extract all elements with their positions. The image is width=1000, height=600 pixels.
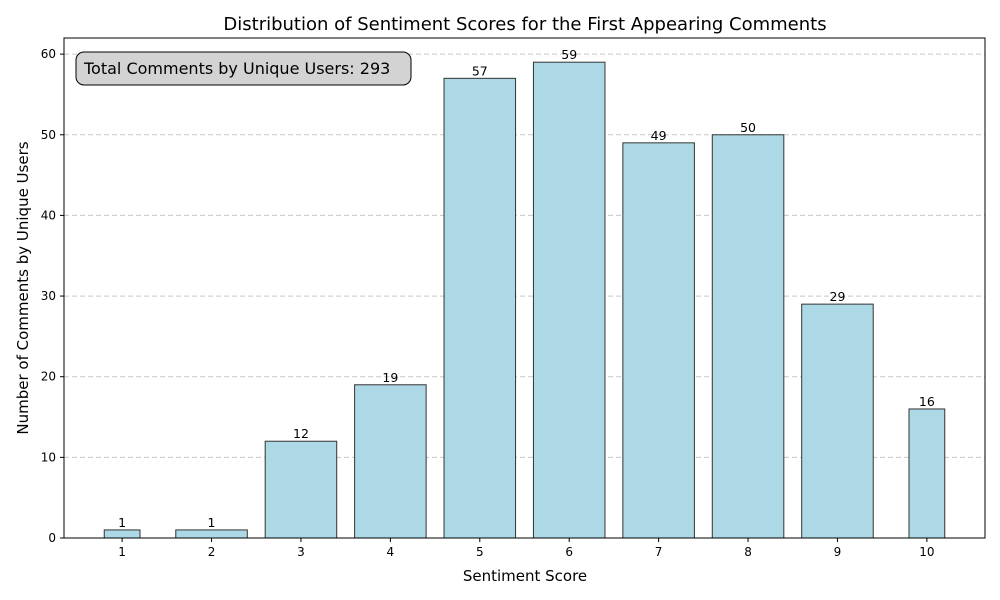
bar [103, 529, 141, 539]
bar-value-label: 29 [830, 289, 846, 304]
bar-value-label: 1 [118, 515, 126, 530]
bar-value-label: 57 [472, 63, 488, 78]
bar [711, 134, 785, 539]
chart-title: Distribution of Sentiment Scores for the… [223, 14, 826, 35]
axes [63, 37, 986, 539]
bar [354, 384, 427, 539]
x-axis-label: Sentiment Score [463, 567, 587, 585]
bar [175, 529, 248, 539]
y-tick-label: 0 [48, 531, 56, 545]
y-tick-label: 30 [41, 289, 56, 303]
x-tick-label: 10 [919, 545, 934, 559]
bar [908, 408, 946, 539]
x-tick-label: 8 [744, 545, 752, 559]
bar-value-label: 19 [382, 370, 398, 385]
bar [622, 142, 695, 539]
x-tick-label: 4 [387, 545, 395, 559]
x-tick-label: 2 [208, 545, 216, 559]
bar-value-label: 16 [919, 394, 935, 409]
x-axis-ticks: 1 2 3 4 5 6 7 8 9 10 [118, 538, 935, 559]
x-tick-label: 1 [118, 545, 126, 559]
y-tick-label: 40 [41, 208, 56, 222]
x-tick-label: 7 [655, 545, 663, 559]
annotation-text: Total Comments by Unique Users: 293 [83, 59, 390, 78]
annotation-box [75, 51, 412, 86]
x-tick-label: 3 [297, 545, 305, 559]
bar-value-label: 59 [561, 47, 577, 62]
bar [264, 440, 338, 539]
bar [443, 77, 517, 539]
y-tick-label: 10 [41, 450, 56, 464]
bar-value-labels: 1 1 12 19 57 59 49 50 29 16 [118, 47, 935, 530]
y-axis-ticks: 0 10 20 30 40 50 60 [41, 47, 64, 545]
y-axis-label: Number of Comments by Unique Users [14, 141, 32, 434]
y-tick-label: 50 [41, 128, 56, 142]
y-tick-label: 20 [41, 370, 56, 384]
bar-value-label: 1 [208, 515, 216, 530]
total-comments-annotation: Total Comments by Unique Users: 293 [75, 51, 412, 86]
x-tick-label: 5 [476, 545, 484, 559]
x-tick-label: 9 [834, 545, 842, 559]
x-tick-label: 6 [565, 545, 573, 559]
bar-value-label: 50 [740, 120, 756, 135]
y-tick-label: 60 [41, 47, 56, 61]
bar-value-label: 12 [293, 426, 309, 441]
bar [801, 303, 874, 539]
bar [532, 61, 606, 539]
plot-frame [63, 37, 986, 539]
bar-value-label: 49 [651, 128, 667, 143]
bars [103, 61, 946, 539]
